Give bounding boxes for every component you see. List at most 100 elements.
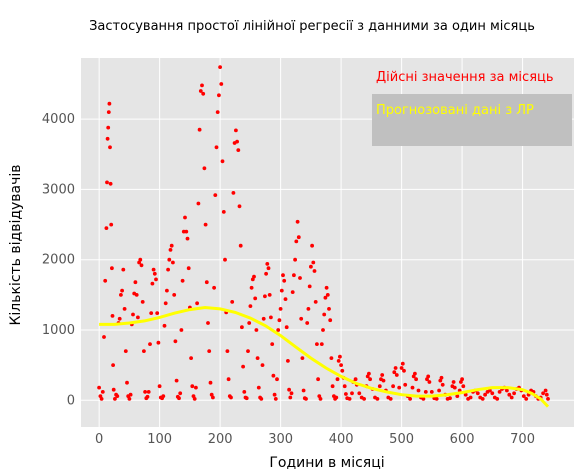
data-point [324,285,329,290]
data-point [185,236,190,241]
legend-actual-label: Дійсні значення за місяць [376,70,554,85]
data-point [541,391,545,396]
data-point [264,271,268,276]
data-point [315,342,319,346]
data-point [377,384,382,389]
data-point [410,385,415,390]
data-point [429,390,434,394]
data-point [155,311,160,315]
data-point [152,271,157,276]
regression-line [99,305,550,408]
data-point [305,321,310,325]
y-tick-label: 2000 [42,253,75,268]
data-point [282,278,287,283]
data-point [270,342,275,346]
data-point [148,342,152,346]
data-point [145,394,150,399]
data-point [140,300,145,304]
data-point [183,215,187,220]
data-point [163,301,168,306]
data-point [272,392,277,397]
data-point [321,328,325,332]
data-point [381,378,386,383]
data-point [254,328,259,332]
data-point [265,262,270,266]
x-tick-label: 200 [208,432,233,447]
data-point [110,266,114,271]
data-point [279,288,284,293]
data-point [178,391,183,396]
data-point [327,307,331,311]
data-point [416,388,421,393]
data-point [168,248,173,252]
data-point [203,222,208,227]
data-point [509,395,514,400]
data-point [237,204,242,209]
data-point [99,397,104,401]
data-point [392,370,397,375]
data-point [290,290,295,294]
data-point [123,349,128,353]
x-tick-label: 300 [268,432,293,447]
data-point [214,145,219,150]
data-point [143,390,148,394]
data-point [286,359,290,363]
data-point [146,390,151,394]
data-point [339,363,343,367]
data-point [215,110,220,114]
data-point [151,267,156,272]
data-point [289,391,294,396]
data-point [313,300,318,304]
legend-predicted-label: Прогнозовані дані з ЛР [376,103,534,118]
data-point [277,318,282,323]
data-point [120,288,124,293]
data-point [439,375,444,380]
data-point [271,373,276,378]
data-point [219,82,224,86]
data-point [196,201,201,206]
data-point [192,397,197,401]
data-point [156,340,161,345]
data-point [275,377,279,382]
data-point [507,392,512,397]
data-point [301,388,306,393]
y-tick-label: 4000 [42,112,75,127]
data-point [299,316,304,321]
data-point [111,363,115,367]
data-point [186,266,191,271]
legend-predicted-box [372,94,572,146]
data-point [403,382,408,387]
data-point [110,314,115,318]
data-point [179,328,184,332]
data-point [202,166,207,171]
data-point [165,288,169,293]
data-point [255,356,260,360]
data-point [318,397,323,401]
data-point [133,280,138,285]
data-point [276,328,281,332]
data-point [413,371,417,376]
data-point [357,391,362,396]
data-point [463,392,468,397]
data-point [323,295,328,300]
data-point [184,229,189,234]
data-point [211,395,215,400]
data-point [312,269,317,273]
data-point [128,392,133,397]
data-point [460,377,464,382]
data-point [490,391,495,396]
data-point [197,127,202,132]
x-tick-label: 100 [147,432,172,447]
data-point [448,396,452,401]
data-point [261,316,266,321]
data-point [180,278,185,283]
data-point [173,339,178,344]
data-point [161,394,166,398]
data-point [287,387,291,392]
data-point [347,397,352,401]
data-point [119,293,123,297]
data-point [103,278,108,283]
data-point [300,356,305,360]
data-point [238,243,243,248]
